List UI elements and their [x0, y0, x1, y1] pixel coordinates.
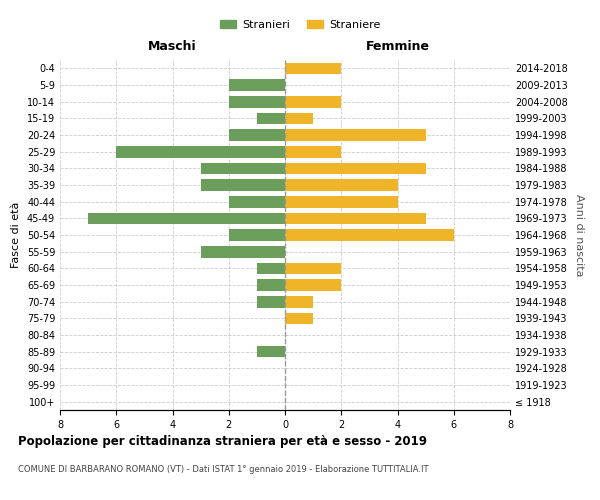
Bar: [257, 112, 285, 124]
Bar: [285, 229, 454, 241]
Bar: [285, 96, 341, 108]
Bar: [285, 196, 398, 207]
Bar: [285, 62, 341, 74]
Legend: Stranieri, Straniere: Stranieri, Straniere: [215, 16, 385, 34]
Bar: [88, 212, 285, 224]
Bar: [229, 96, 285, 108]
Bar: [285, 129, 425, 141]
Bar: [285, 212, 425, 224]
Bar: [229, 229, 285, 241]
Y-axis label: Fasce di età: Fasce di età: [11, 202, 21, 268]
Bar: [257, 346, 285, 358]
Bar: [257, 279, 285, 291]
Bar: [285, 262, 341, 274]
Bar: [229, 196, 285, 207]
Bar: [257, 262, 285, 274]
Text: Popolazione per cittadinanza straniera per età e sesso - 2019: Popolazione per cittadinanza straniera p…: [18, 435, 427, 448]
Text: Femmine: Femmine: [365, 40, 430, 54]
Bar: [200, 162, 285, 174]
Bar: [257, 296, 285, 308]
Bar: [285, 112, 313, 124]
Bar: [285, 146, 341, 158]
Bar: [285, 162, 425, 174]
Bar: [200, 179, 285, 191]
Bar: [285, 179, 398, 191]
Bar: [200, 246, 285, 258]
Bar: [116, 146, 285, 158]
Bar: [229, 79, 285, 91]
Bar: [229, 129, 285, 141]
Bar: [285, 312, 313, 324]
Text: COMUNE DI BARBARANO ROMANO (VT) - Dati ISTAT 1° gennaio 2019 - Elaborazione TUTT: COMUNE DI BARBARANO ROMANO (VT) - Dati I…: [18, 465, 428, 474]
Bar: [285, 279, 341, 291]
Y-axis label: Anni di nascita: Anni di nascita: [574, 194, 584, 276]
Text: Maschi: Maschi: [148, 40, 197, 54]
Bar: [285, 296, 313, 308]
